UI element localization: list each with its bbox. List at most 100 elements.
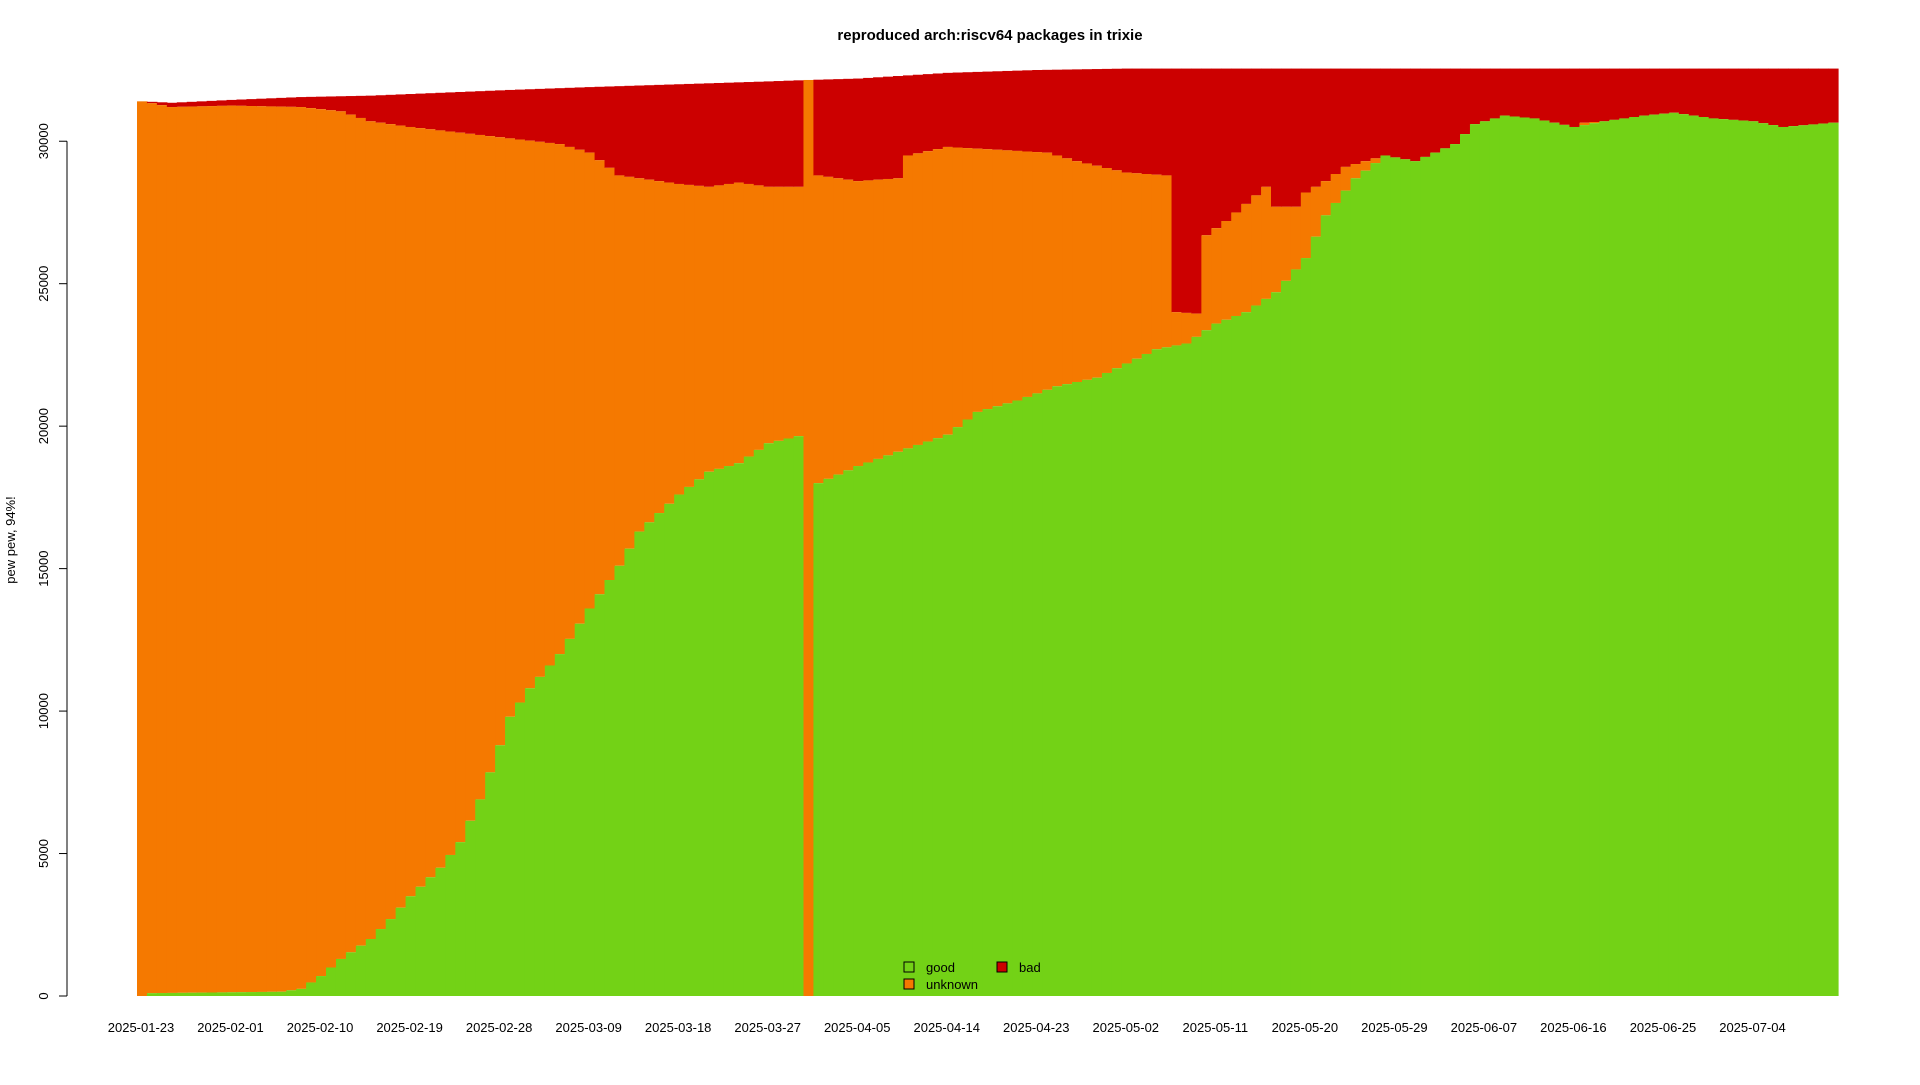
- bar-unknown: [166, 107, 178, 993]
- bar-bad: [952, 72, 964, 148]
- bar-good: [176, 992, 188, 996]
- bar-bad: [614, 86, 626, 176]
- bar-good: [1619, 118, 1630, 997]
- bar-good: [1360, 170, 1372, 996]
- bar-unknown: [196, 106, 208, 993]
- bar-good: [1420, 156, 1431, 996]
- bar-bad: [1360, 68, 1372, 162]
- bar-good: [326, 967, 337, 996]
- bar-bad: [664, 84, 675, 183]
- bar-good: [1320, 215, 1332, 996]
- bar-bad: [335, 96, 347, 112]
- bar-unknown: [873, 179, 884, 459]
- bar-good: [634, 531, 645, 996]
- bar-unknown: [584, 152, 596, 609]
- bar-unknown: [1370, 158, 1382, 164]
- bar-unknown: [833, 178, 844, 475]
- bar-good: [1539, 120, 1551, 996]
- bar-bad: [1599, 68, 1610, 122]
- bar-bad: [1698, 68, 1710, 118]
- bar-bad: [873, 77, 884, 180]
- bar-unknown: [355, 117, 367, 946]
- x-tick-label: 2025-05-20: [1272, 1020, 1339, 1035]
- bar-unknown: [176, 106, 188, 993]
- bar-bad: [1032, 70, 1043, 153]
- bar-unknown: [853, 181, 864, 467]
- bar-bad: [1072, 69, 1083, 162]
- bar-good: [813, 483, 824, 997]
- bar-good: [256, 991, 267, 996]
- bar-good: [1091, 377, 1103, 996]
- bar-good: [674, 494, 685, 996]
- legend-label-bad: bad: [1019, 960, 1041, 975]
- bar-good: [1708, 118, 1720, 997]
- bar-bad: [1529, 68, 1541, 119]
- bar-unknown: [823, 176, 834, 479]
- bar-good: [1599, 121, 1610, 997]
- bar-bad: [1201, 68, 1212, 236]
- bar-bad: [654, 84, 665, 182]
- bar-bad: [1410, 68, 1421, 162]
- bar-good: [1171, 345, 1183, 996]
- bar-good: [1450, 144, 1461, 996]
- bar-bad: [1400, 68, 1411, 160]
- bar-bad: [594, 86, 606, 161]
- bar-bad: [256, 98, 267, 107]
- bar-good: [922, 441, 934, 997]
- bar-good: [574, 623, 586, 996]
- bar-unknown: [1012, 150, 1023, 401]
- bar-unknown: [803, 79, 815, 997]
- bar-unknown: [1022, 151, 1033, 397]
- bar-bad: [1171, 68, 1183, 313]
- bar-good: [1738, 120, 1750, 996]
- bar-bad: [1758, 68, 1769, 124]
- bar-bad: [1658, 68, 1670, 114]
- bar-unknown: [365, 121, 377, 940]
- bar-unknown: [843, 179, 854, 471]
- bar-unknown: [146, 103, 158, 994]
- bar-unknown: [1241, 203, 1252, 313]
- bar-unknown: [753, 185, 765, 450]
- bar-bad: [1609, 68, 1620, 120]
- bar-good: [146, 993, 158, 996]
- bar-good: [614, 565, 626, 996]
- bar-bad: [554, 88, 566, 145]
- bar-unknown: [345, 114, 357, 953]
- bar-bad: [1042, 69, 1053, 153]
- bar-good: [1768, 125, 1779, 996]
- bar-good: [1002, 403, 1013, 996]
- bar-bad: [1778, 68, 1789, 127]
- bar-bad: [1509, 68, 1521, 117]
- bar-bad: [733, 82, 745, 183]
- bar-bad: [574, 87, 586, 150]
- bar-good: [1042, 389, 1053, 996]
- bar-bad: [524, 89, 536, 141]
- bar-good: [1479, 121, 1491, 997]
- bar-bad: [186, 101, 198, 107]
- bar-good: [156, 993, 168, 996]
- bar-good: [286, 990, 297, 996]
- bar-good: [1340, 190, 1352, 996]
- bar-unknown: [793, 186, 805, 437]
- bar-bad: [1499, 68, 1511, 116]
- bar-unknown: [1231, 212, 1242, 316]
- bar-good: [1549, 122, 1561, 997]
- bar-bad: [902, 75, 914, 156]
- bar-good: [1271, 292, 1282, 996]
- bar-unknown: [893, 178, 904, 452]
- bar-bad: [1420, 68, 1431, 157]
- bar-unknown: [1330, 173, 1342, 203]
- bar-bad: [306, 96, 317, 109]
- bar-unknown: [1101, 168, 1113, 373]
- bar-unknown: [415, 128, 427, 887]
- bar-unknown: [495, 137, 506, 746]
- bar-bad: [1798, 68, 1809, 126]
- bar-good: [1499, 115, 1511, 996]
- bar-good: [246, 992, 257, 996]
- bar-unknown: [1300, 192, 1312, 259]
- bar-bad: [1320, 68, 1332, 182]
- bar-bad: [1082, 69, 1093, 164]
- bar-good: [912, 444, 924, 997]
- bar-unknown: [654, 181, 665, 514]
- bar-bad: [1290, 68, 1302, 207]
